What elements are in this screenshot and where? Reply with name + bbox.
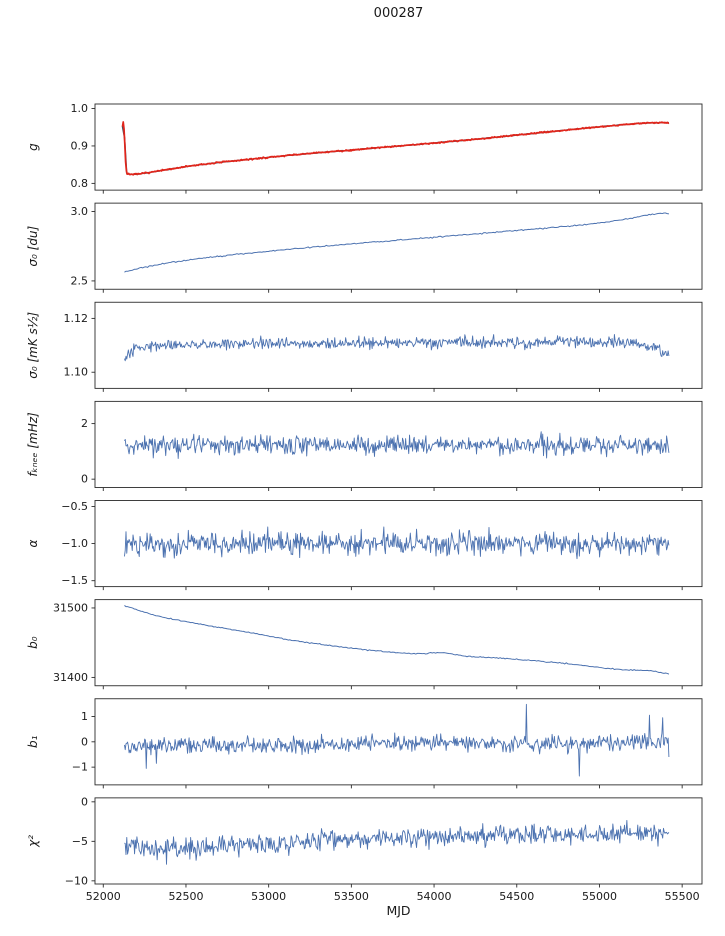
x-axis-label: MJD — [386, 903, 411, 918]
figure-title: 000287 — [373, 6, 424, 21]
